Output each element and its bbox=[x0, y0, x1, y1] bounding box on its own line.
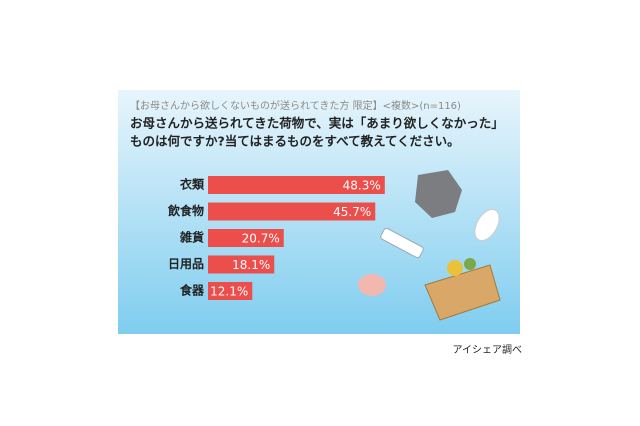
category-label: 衣類 bbox=[180, 177, 205, 192]
value-label: 18.1% bbox=[232, 258, 270, 272]
bar bbox=[208, 229, 284, 247]
bar bbox=[208, 176, 385, 194]
source: アイシェア調べ bbox=[453, 343, 523, 356]
category-label: 飲食物 bbox=[167, 203, 204, 218]
bar bbox=[208, 255, 275, 274]
bar bbox=[208, 202, 376, 221]
title-line: ものは何ですか?当てはまるものをすべて教えてください。 bbox=[130, 134, 460, 149]
category-label: 雑貨 bbox=[179, 230, 204, 245]
subtitle: 【お母さんから欲しくないものが送られてきた方 限定】<複数>(n=116) bbox=[130, 99, 461, 112]
value-label: 45.7% bbox=[333, 205, 371, 219]
bar bbox=[208, 282, 253, 300]
category-label: 食器 bbox=[179, 283, 205, 298]
category-label: 日用品 bbox=[168, 257, 204, 271]
value-label: 20.7% bbox=[242, 232, 280, 246]
value-label: 12.1% bbox=[210, 285, 248, 299]
illustration bbox=[358, 170, 501, 321]
value-label: 48.3% bbox=[343, 179, 381, 193]
title-line: お母さんから送られてきた荷物で、実は「あまり欲しくなかった」 bbox=[130, 116, 504, 131]
